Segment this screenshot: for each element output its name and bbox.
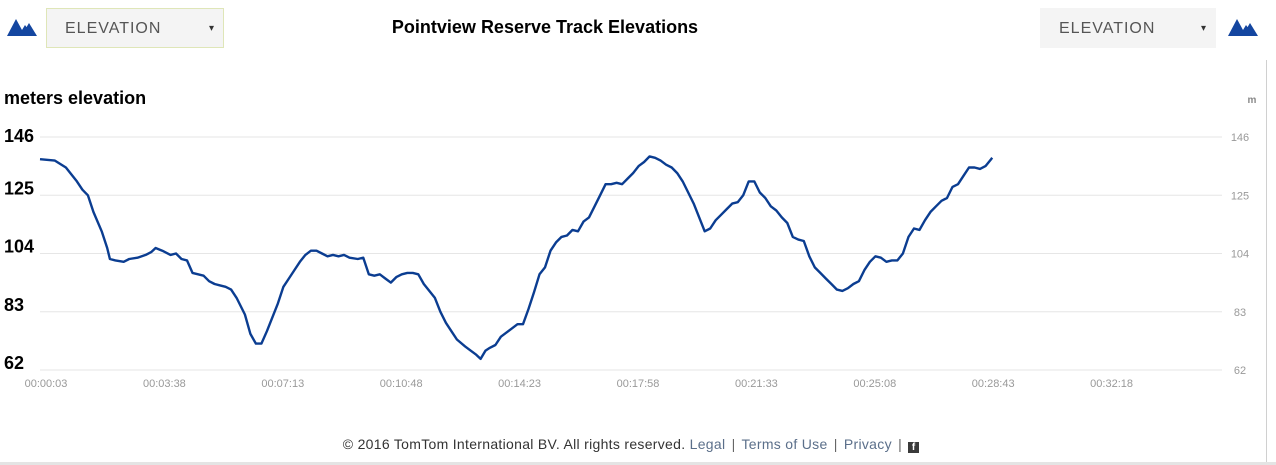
y-tick-label: 125 bbox=[4, 178, 34, 198]
x-tick-label: 00:14:23 bbox=[498, 378, 541, 390]
x-tick-label: 00:10:48 bbox=[380, 378, 423, 390]
y-tick-label: 146 bbox=[4, 126, 34, 146]
y-tick-label: 62 bbox=[4, 353, 24, 373]
chart-grid bbox=[40, 136, 1222, 371]
y-axis-title: meters elevation bbox=[4, 88, 146, 108]
header-left-mountain-icon[interactable] bbox=[6, 16, 38, 38]
x-tick-label: 00:00:03 bbox=[25, 378, 68, 390]
footer-separator: | bbox=[898, 436, 903, 452]
x-tick-label: 00:07:13 bbox=[261, 378, 304, 390]
y2-tick-label: 146 bbox=[1231, 132, 1249, 144]
footer-link-terms-of-use[interactable]: Terms of Use bbox=[741, 436, 828, 452]
y2-tick-label: 62 bbox=[1234, 365, 1246, 377]
right-select-chevron-down-icon: ▾ bbox=[1200, 23, 1206, 34]
y2-tick-label: 104 bbox=[1231, 249, 1249, 261]
y2-tick-label: 83 bbox=[1234, 307, 1246, 319]
y-tick-label: 104 bbox=[4, 237, 34, 257]
y2-tick-label: 125 bbox=[1231, 190, 1249, 202]
facebook-icon[interactable]: f bbox=[908, 442, 920, 453]
x-axis-ticks: 00:00:03 00:03:38 00:07:13 00:10:48 00:14:23… bbox=[25, 378, 1133, 390]
footer-link-legal[interactable]: Legal bbox=[689, 436, 726, 452]
footer: © 2016 TomTom International BV. All righ… bbox=[0, 436, 1262, 453]
x-tick-label: 00:21:33 bbox=[735, 378, 778, 390]
y-axis-right-ticks: 146 125 104 83 62 bbox=[1231, 132, 1249, 377]
left-select-chevron-down-icon: ▾ bbox=[208, 23, 214, 34]
footer-separator: | bbox=[833, 436, 838, 452]
x-tick-label: 00:25:08 bbox=[853, 378, 896, 390]
header-right-mountain-icon[interactable] bbox=[1227, 16, 1259, 38]
y-tick-label: 83 bbox=[4, 295, 24, 315]
footer-link-privacy[interactable]: Privacy bbox=[843, 436, 892, 452]
y2-axis-unit: m bbox=[1248, 95, 1257, 106]
right-metric-select[interactable]: ELEVATION ▾ bbox=[1040, 8, 1216, 48]
x-tick-label: 00:17:58 bbox=[617, 378, 660, 390]
right-metric-select-value: ELEVATION bbox=[1059, 20, 1156, 37]
footer-copyright: © 2016 TomTom International BV. All righ… bbox=[342, 436, 686, 452]
series-line-elevation bbox=[39, 155, 994, 361]
right-divider bbox=[1266, 60, 1267, 465]
y-axis-left-ticks: 146 125 104 83 62 bbox=[4, 126, 34, 373]
left-metric-select-value: ELEVATION bbox=[65, 20, 162, 37]
bottom-divider bbox=[0, 462, 1276, 465]
chart-title: Pointview Reserve Track Elevations bbox=[391, 17, 699, 37]
left-metric-select[interactable]: ELEVATION ▾ bbox=[46, 8, 224, 48]
x-tick-label: 00:28:43 bbox=[972, 378, 1015, 390]
footer-separator: | bbox=[731, 436, 736, 452]
x-tick-label: 00:32:18 bbox=[1090, 378, 1133, 390]
x-tick-label: 00:03:38 bbox=[143, 378, 186, 390]
